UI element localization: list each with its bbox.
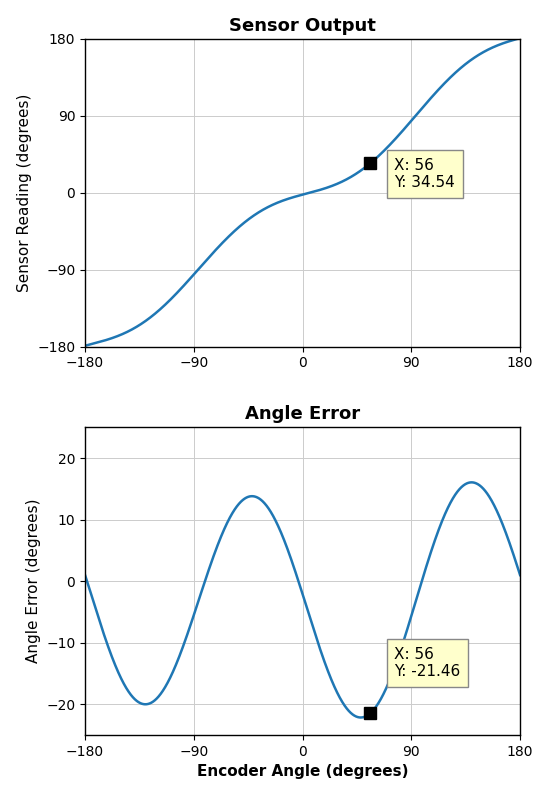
Y-axis label: Sensor Reading (degrees): Sensor Reading (degrees)	[16, 94, 32, 292]
Title: Sensor Output: Sensor Output	[229, 17, 376, 35]
Text: X: 56
Y: -21.46: X: 56 Y: -21.46	[394, 647, 461, 679]
Y-axis label: Angle Error (degrees): Angle Error (degrees)	[25, 499, 41, 664]
X-axis label: Encoder Angle (degrees): Encoder Angle (degrees)	[197, 764, 408, 779]
Text: X: 56
Y: 34.54: X: 56 Y: 34.54	[394, 158, 455, 190]
Title: Angle Error: Angle Error	[245, 405, 360, 423]
